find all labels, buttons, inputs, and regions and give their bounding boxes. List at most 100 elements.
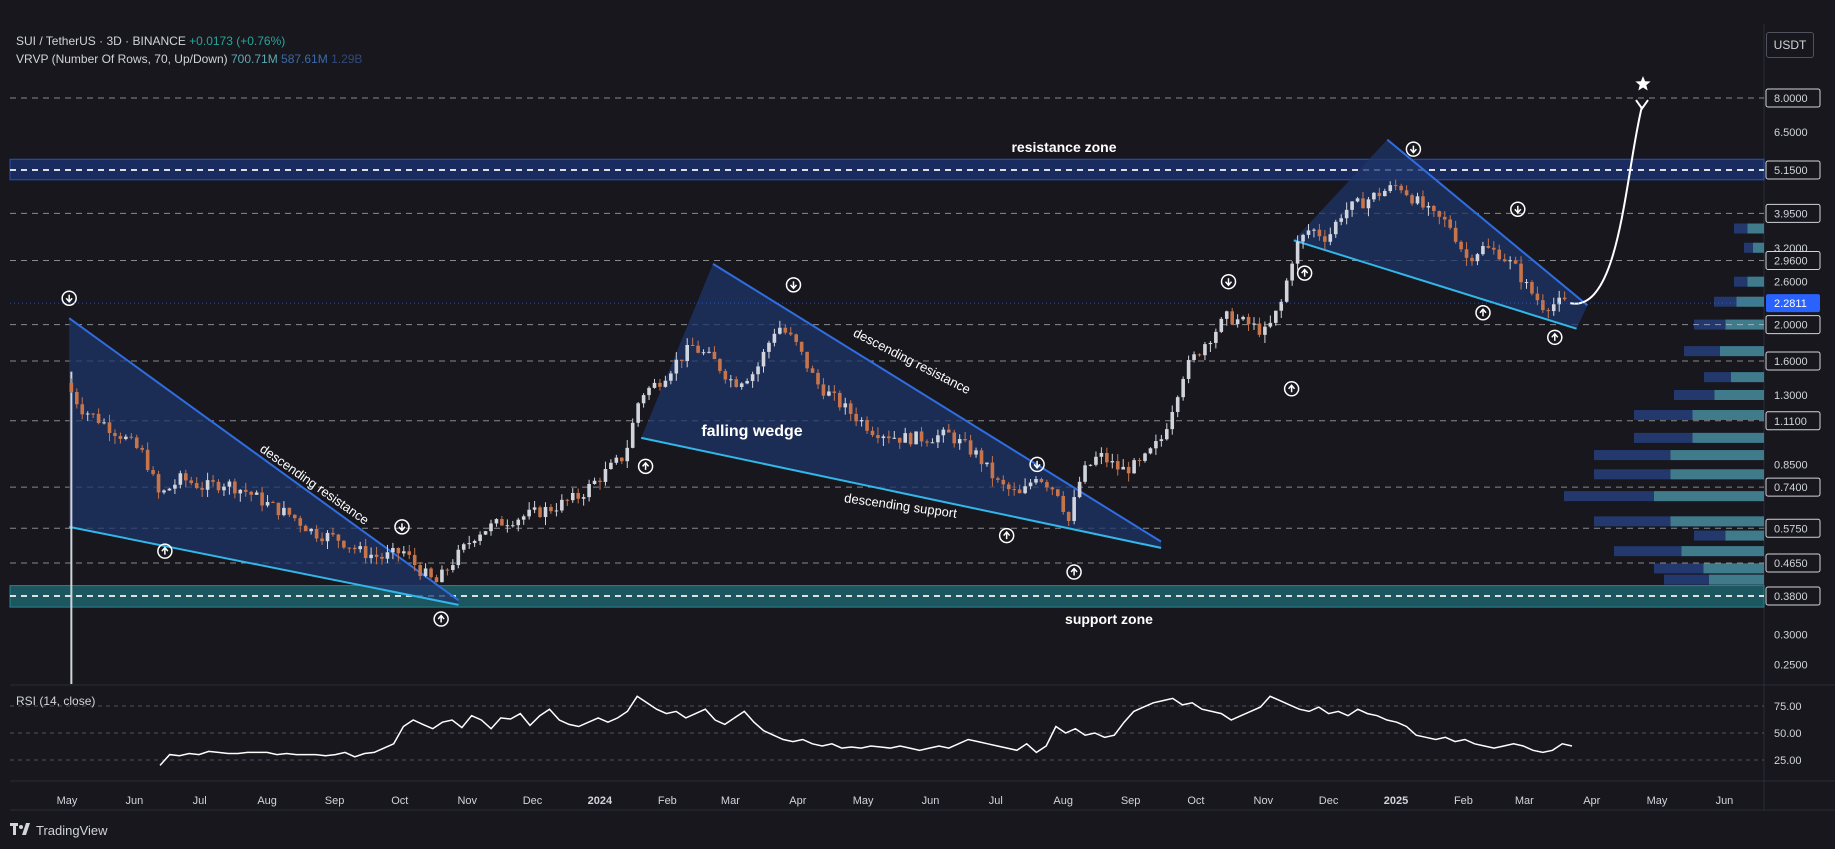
last-price-badge	[1766, 294, 1820, 313]
candle	[1159, 439, 1164, 442]
candle	[189, 480, 194, 484]
candle	[1257, 323, 1262, 335]
vrvp-header: VRVP (Number Of Rows, 70, Up/Down) 700.7…	[16, 52, 362, 66]
vrvp-bar-up	[1670, 450, 1764, 461]
symbol-title: SUI / TetherUS · 3D · BINANCE	[16, 34, 186, 48]
candle	[870, 430, 875, 436]
candle	[1094, 456, 1098, 465]
candle	[1284, 280, 1289, 302]
pivot-ring	[394, 519, 410, 535]
candle	[336, 534, 341, 541]
tradingview-brand[interactable]: TradingView	[10, 822, 108, 838]
candle	[494, 519, 499, 524]
price-tick-label: 2.9600	[1774, 255, 1808, 267]
vrvp-bar-up	[1731, 372, 1764, 383]
candle	[892, 437, 897, 439]
candle	[767, 342, 771, 352]
candle	[1383, 190, 1387, 197]
vrvp-total-volume: 1.29B	[331, 52, 363, 66]
candle	[96, 413, 101, 423]
pivot-up-icon	[1547, 329, 1563, 346]
tradingview-logo-icon	[10, 822, 30, 838]
candle	[194, 483, 199, 489]
candle	[1551, 304, 1556, 312]
candle	[799, 341, 804, 352]
pivot-down-icon	[1220, 273, 1237, 290]
pivot-down-icon	[394, 519, 410, 535]
price-tick-box	[1765, 250, 1821, 270]
candle	[342, 540, 346, 548]
candle	[402, 551, 406, 554]
candle	[80, 404, 85, 415]
candle	[287, 507, 292, 515]
candle	[1432, 205, 1436, 212]
candle	[102, 422, 106, 424]
time-tick-label: Apr	[789, 795, 806, 807]
candle	[952, 432, 957, 444]
vrvp-bar-up	[1736, 296, 1764, 307]
candle	[434, 577, 439, 583]
pivot-ring	[1220, 273, 1237, 290]
candle	[543, 506, 548, 517]
candle	[1066, 511, 1071, 521]
candle	[865, 420, 869, 431]
time-tick-label: Mar	[721, 795, 740, 807]
pivot-ring	[785, 277, 802, 293]
pivot-up-icon	[1283, 381, 1300, 397]
target-star-icon	[1635, 76, 1651, 91]
candle	[1546, 310, 1551, 312]
symbol-header: SUI / TetherUS · 3D · BINANCE +0.0173 (+…	[16, 34, 285, 48]
candle	[500, 519, 504, 526]
vrvp-bar-up	[1654, 491, 1764, 502]
candle	[145, 449, 150, 470]
candle	[113, 433, 117, 436]
candle	[1028, 482, 1033, 487]
pivot-arrow	[65, 294, 73, 303]
pivot-down-icon	[785, 277, 802, 293]
time-tick-label: Nov	[1254, 795, 1274, 807]
candle	[674, 359, 679, 374]
candle	[205, 480, 210, 490]
price-tick-box	[1765, 351, 1821, 371]
vrvp-down-volume: 587.61M	[281, 52, 328, 66]
candle	[1143, 453, 1147, 461]
candle	[265, 502, 270, 506]
currency-button[interactable]: USDT	[1766, 32, 1814, 58]
price-tick-label: 2.6000	[1774, 277, 1808, 289]
candle	[816, 372, 820, 385]
pivot-arrow	[1224, 278, 1233, 287]
candle	[1034, 478, 1038, 483]
candle	[69, 382, 74, 393]
price-tick-label: 3.9500	[1774, 208, 1808, 220]
brand-label: TradingView	[36, 822, 108, 838]
time-tick-label: Feb	[658, 795, 677, 807]
price-tick-label: 0.4650	[1774, 558, 1808, 570]
candle	[549, 506, 553, 512]
candle	[140, 447, 145, 450]
pivot-down-icon	[1405, 141, 1422, 157]
rsi-line	[159, 695, 1573, 766]
candle	[620, 457, 624, 462]
candle	[1312, 229, 1316, 231]
candle	[560, 499, 564, 511]
candle	[1252, 323, 1256, 325]
time-tick-label: Jun	[922, 795, 940, 807]
candle	[456, 549, 461, 566]
vrvp-bar-up	[1725, 319, 1764, 330]
candle	[1366, 199, 1371, 209]
time-tick-label: Jul	[193, 795, 207, 807]
candle	[429, 568, 433, 578]
candle	[440, 569, 444, 583]
candle	[314, 528, 319, 539]
time-tick-label: Aug	[257, 795, 277, 807]
price-tick-label: 1.3000	[1774, 390, 1808, 402]
candle	[679, 359, 684, 361]
pivot-ring	[998, 527, 1015, 544]
candle	[1126, 466, 1131, 474]
pivot-down-icon	[61, 290, 77, 306]
last-price-label: 2.2811	[1774, 298, 1807, 310]
candle	[1214, 331, 1218, 343]
vrvp-bar-up	[1692, 432, 1764, 443]
candle	[996, 478, 1000, 480]
